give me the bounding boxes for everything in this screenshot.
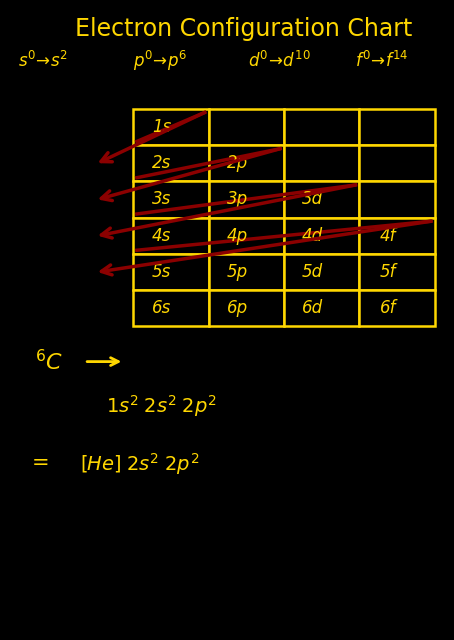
Bar	[284, 290, 360, 326]
Text: $d^0\!\rightarrow\!d^{10}$: $d^0\!\rightarrow\!d^{10}$	[248, 51, 311, 71]
Bar	[133, 290, 208, 326]
Bar	[133, 145, 208, 181]
Text: 4f: 4f	[380, 227, 396, 244]
Bar	[208, 109, 284, 145]
Text: 4p: 4p	[227, 227, 248, 244]
Text: 6p: 6p	[227, 300, 248, 317]
Text: $[He] \; 2s^2 \; 2p^2$: $[He] \; 2s^2 \; 2p^2$	[80, 451, 199, 477]
Bar	[208, 181, 284, 218]
Text: 6d: 6d	[302, 300, 323, 317]
Bar	[284, 181, 360, 218]
Bar	[133, 218, 208, 254]
Bar	[133, 254, 208, 290]
Text: 4d: 4d	[302, 227, 323, 244]
Bar	[208, 218, 284, 254]
Text: 3p: 3p	[227, 191, 248, 209]
Bar	[360, 109, 435, 145]
Bar	[360, 218, 435, 254]
Bar	[360, 145, 435, 181]
Bar	[360, 254, 435, 290]
Text: 3s: 3s	[152, 191, 171, 209]
Text: $=$: $=$	[27, 451, 48, 471]
Bar	[360, 181, 435, 218]
Bar	[284, 254, 360, 290]
Text: 5f: 5f	[380, 263, 396, 281]
Text: 3d: 3d	[302, 191, 323, 209]
Bar	[133, 181, 208, 218]
Text: 6s: 6s	[152, 300, 171, 317]
Text: 2p: 2p	[227, 154, 248, 172]
Bar	[284, 218, 360, 254]
Text: $s^0\!\rightarrow\!s^2$: $s^0\!\rightarrow\!s^2$	[18, 51, 68, 71]
Bar	[284, 145, 360, 181]
Bar	[360, 290, 435, 326]
Text: 1s: 1s	[152, 118, 171, 136]
Text: $^6C$: $^6C$	[35, 349, 64, 374]
Text: $f^0\!\rightarrow\!f^{14}$: $f^0\!\rightarrow\!f^{14}$	[355, 51, 409, 71]
Text: $1s^2 \; 2s^2 \; 2p^2$: $1s^2 \; 2s^2 \; 2p^2$	[107, 394, 217, 419]
Text: $p^0\!\rightarrow\!p^6$: $p^0\!\rightarrow\!p^6$	[133, 49, 188, 73]
Bar	[208, 254, 284, 290]
Text: 4s: 4s	[152, 227, 171, 244]
Text: Electron Configuration Chart: Electron Configuration Chart	[75, 17, 413, 41]
Text: 2s: 2s	[152, 154, 171, 172]
Text: 6f: 6f	[380, 300, 396, 317]
Text: 5p: 5p	[227, 263, 248, 281]
Bar	[208, 145, 284, 181]
Bar	[284, 109, 360, 145]
Bar	[208, 290, 284, 326]
Text: 5s: 5s	[152, 263, 171, 281]
Text: 5d: 5d	[302, 263, 323, 281]
Bar	[133, 109, 208, 145]
